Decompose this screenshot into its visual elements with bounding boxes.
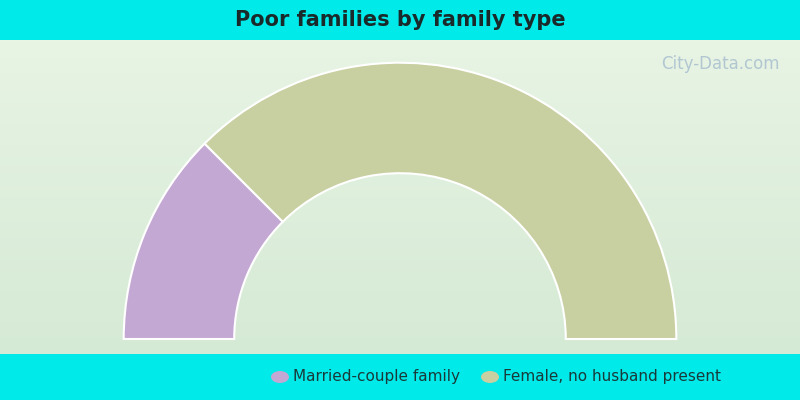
Text: Married-couple family: Married-couple family: [293, 370, 460, 384]
Text: City-Data.com: City-Data.com: [662, 55, 780, 73]
Text: Poor families by family type: Poor families by family type: [234, 10, 566, 30]
Bar: [0, 354, 800, 400]
Text: Female, no husband present: Female, no husband present: [503, 370, 721, 384]
Wedge shape: [205, 63, 676, 339]
Bar: [0, 0, 800, 40]
Ellipse shape: [481, 371, 499, 383]
Ellipse shape: [271, 371, 289, 383]
Wedge shape: [124, 144, 282, 339]
